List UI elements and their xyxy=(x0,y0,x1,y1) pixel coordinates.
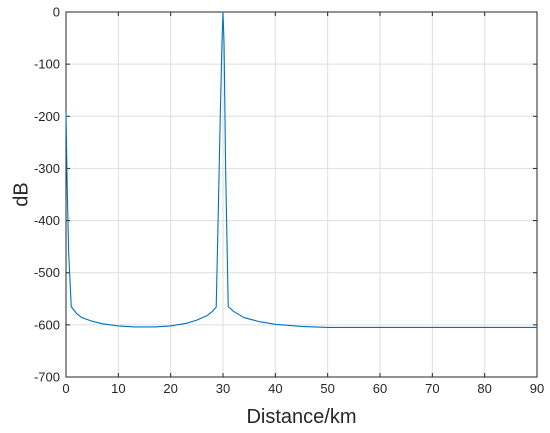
axis-ticks: 0 10 20 30 40 50 60 70 80 90 0 -100 -200 -300 -400 -500… xyxy=(34,5,544,397)
x-tick-label: 30 xyxy=(216,381,230,396)
y-tick-label: -700 xyxy=(34,370,60,385)
x-tick-label: 70 xyxy=(425,381,439,396)
series-line xyxy=(65,11,537,329)
x-tick-label: 80 xyxy=(477,381,491,396)
x-tick-label: 10 xyxy=(111,381,125,396)
y-axis-title: dB xyxy=(10,182,32,206)
x-tick-label: 60 xyxy=(373,381,387,396)
x-axis-title: Distance/km xyxy=(246,406,356,428)
x-tick-label: 90 xyxy=(530,381,544,396)
y-tick-label: 0 xyxy=(53,5,60,20)
x-tick-label: 50 xyxy=(320,381,334,396)
plot-area xyxy=(65,11,538,378)
y-tick-label: -400 xyxy=(34,213,60,228)
y-tick-label: -600 xyxy=(34,317,60,332)
x-tick-label: 20 xyxy=(163,381,177,396)
data-series xyxy=(65,11,537,329)
grid xyxy=(65,11,538,378)
x-tick-label: 40 xyxy=(268,381,282,396)
y-tick-label: -300 xyxy=(34,161,60,176)
y-tick-label: -500 xyxy=(34,265,60,280)
x-tick-label: 0 xyxy=(62,381,69,396)
y-tick-label: -200 xyxy=(34,109,60,124)
y-tick-label: -100 xyxy=(34,57,60,72)
